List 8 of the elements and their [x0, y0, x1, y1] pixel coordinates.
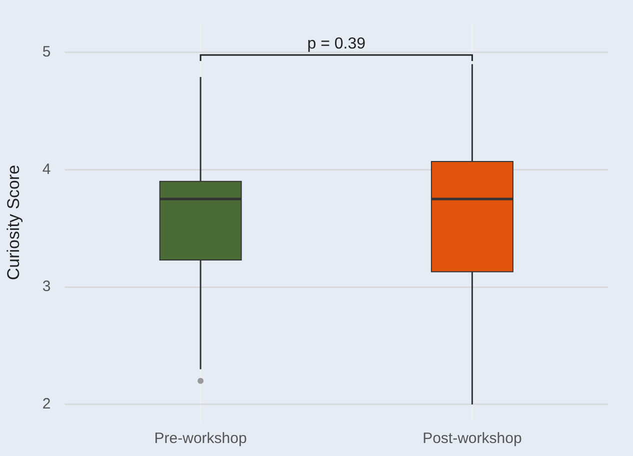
y-tick-label: 2	[42, 396, 51, 413]
annotation: p = 0.39	[307, 35, 366, 52]
y-tick-label: 4	[42, 160, 51, 178]
x-tick-label: Pre-workshop	[154, 430, 247, 448]
y-tick-label: 5	[42, 43, 51, 60]
y-tick-label: 3	[42, 278, 51, 296]
y-axis-title: Curiosity Score	[4, 164, 23, 280]
x-tick-label: Post-workshop	[422, 430, 522, 448]
